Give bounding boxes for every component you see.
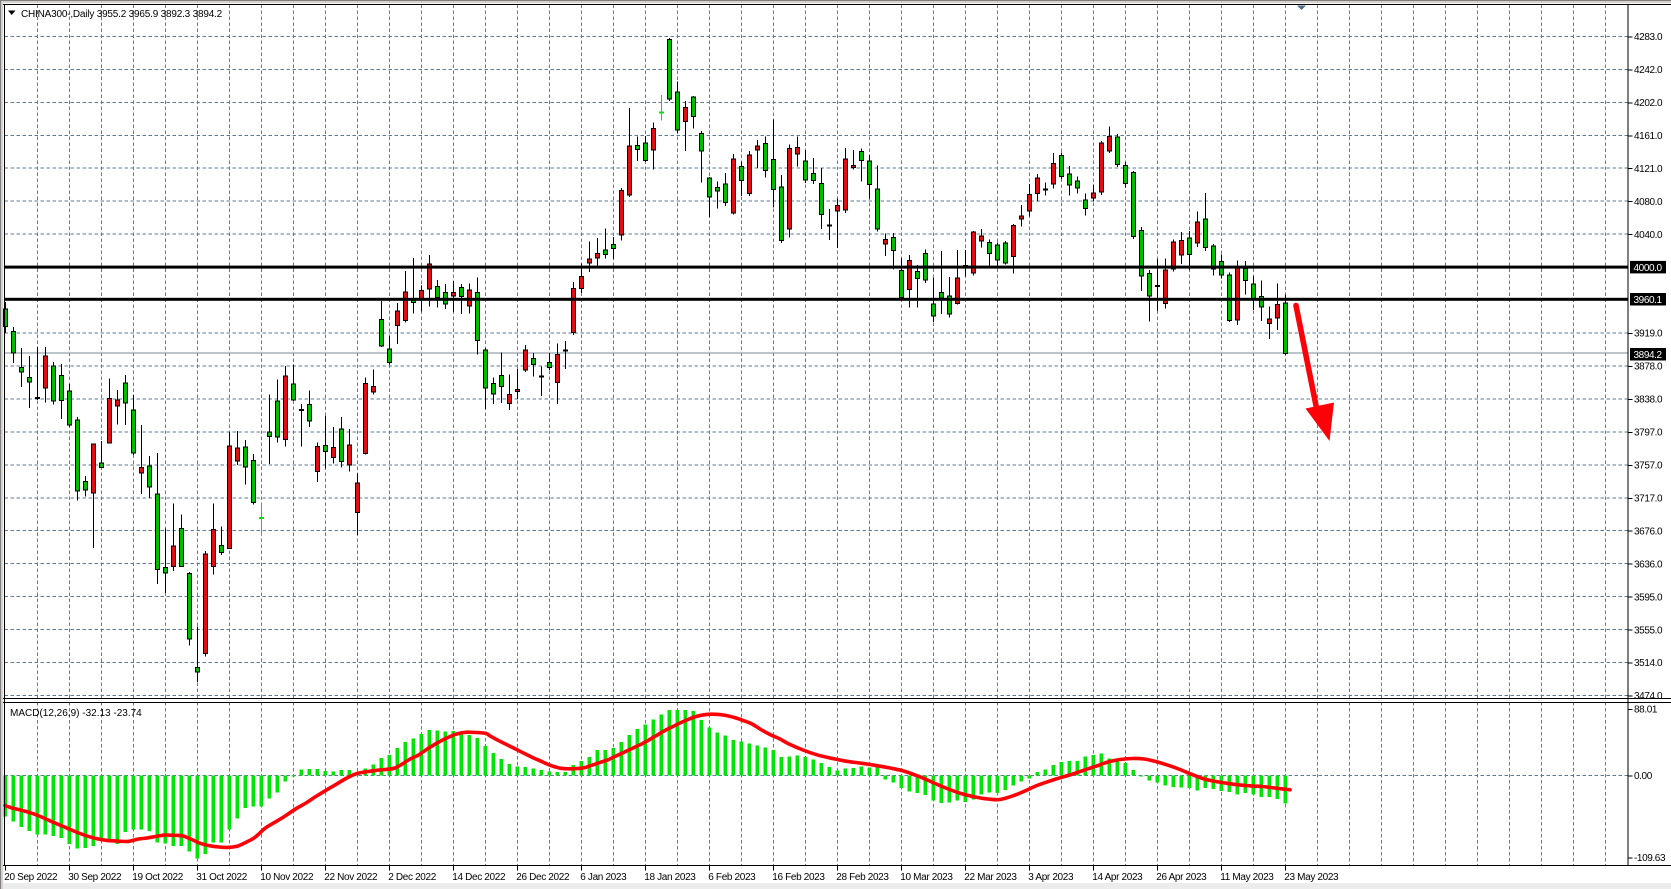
svg-text:19 Oct 2022: 19 Oct 2022 (132, 872, 183, 883)
svg-text:MACD(12,26,9) -32.13 -23.74: MACD(12,26,9) -32.13 -23.74 (10, 708, 142, 719)
svg-text:11 May 2023: 11 May 2023 (1220, 872, 1274, 883)
svg-text:3474.0: 3474.0 (1634, 691, 1663, 702)
svg-text:23 May 2023: 23 May 2023 (1284, 872, 1339, 883)
svg-text:4161.0: 4161.0 (1634, 131, 1663, 142)
svg-text:22 Mar 2023: 22 Mar 2023 (964, 872, 1017, 883)
svg-text:4080.0: 4080.0 (1634, 197, 1663, 208)
svg-text:10 Mar 2023: 10 Mar 2023 (900, 872, 953, 883)
svg-text:3757.0: 3757.0 (1634, 461, 1663, 472)
svg-text:3676.0: 3676.0 (1634, 526, 1663, 537)
svg-text:14 Dec 2022: 14 Dec 2022 (452, 872, 506, 883)
svg-text:30 Sep 2022: 30 Sep 2022 (68, 872, 122, 883)
svg-text:3555.0: 3555.0 (1634, 625, 1663, 636)
svg-text:0.00: 0.00 (1634, 771, 1653, 782)
svg-text:4040.0: 4040.0 (1634, 230, 1663, 241)
svg-text:-109.63: -109.63 (1634, 853, 1666, 864)
svg-text:2 Dec 2022: 2 Dec 2022 (388, 872, 436, 883)
svg-text:18 Jan 2023: 18 Jan 2023 (644, 872, 696, 883)
svg-text:10 Nov 2022: 10 Nov 2022 (260, 872, 314, 883)
svg-text:3894.2: 3894.2 (1634, 350, 1663, 361)
svg-text:3960.1: 3960.1 (1634, 295, 1663, 306)
svg-text:88.01: 88.01 (1634, 705, 1658, 716)
svg-text:28 Feb 2023: 28 Feb 2023 (836, 872, 889, 883)
svg-text:14 Apr 2023: 14 Apr 2023 (1092, 872, 1143, 883)
svg-text:4121.0: 4121.0 (1634, 164, 1663, 175)
svg-text:3514.0: 3514.0 (1634, 658, 1663, 669)
svg-text:6 Jan 2023: 6 Jan 2023 (580, 872, 627, 883)
svg-text:16 Feb 2023: 16 Feb 2023 (772, 872, 825, 883)
svg-text:3595.0: 3595.0 (1634, 592, 1663, 603)
svg-text:31 Oct 2022: 31 Oct 2022 (196, 872, 247, 883)
svg-text:20 Sep 2022: 20 Sep 2022 (4, 872, 58, 883)
svg-text:3717.0: 3717.0 (1634, 494, 1663, 505)
svg-text:4242.0: 4242.0 (1634, 65, 1663, 76)
svg-text:3797.0: 3797.0 (1634, 428, 1663, 439)
svg-text:4000.0: 4000.0 (1634, 263, 1663, 274)
svg-text:CHINA300-,Daily 3955.2 3965.9: CHINA300-,Daily 3955.2 3965.9 3892.3 389… (21, 9, 223, 20)
svg-text:6 Feb 2023: 6 Feb 2023 (708, 872, 756, 883)
svg-text:3838.0: 3838.0 (1634, 395, 1663, 406)
svg-text:26 Apr 2023: 26 Apr 2023 (1156, 872, 1207, 883)
svg-text:3 Apr 2023: 3 Apr 2023 (1028, 872, 1074, 883)
svg-text:3878.0: 3878.0 (1634, 362, 1663, 373)
svg-text:3919.0: 3919.0 (1634, 329, 1663, 340)
svg-text:4283.0: 4283.0 (1634, 32, 1663, 43)
svg-text:26 Dec 2022: 26 Dec 2022 (516, 872, 570, 883)
svg-text:3636.0: 3636.0 (1634, 559, 1663, 570)
svg-text:22 Nov 2022: 22 Nov 2022 (324, 872, 378, 883)
svg-text:4202.0: 4202.0 (1634, 98, 1663, 109)
